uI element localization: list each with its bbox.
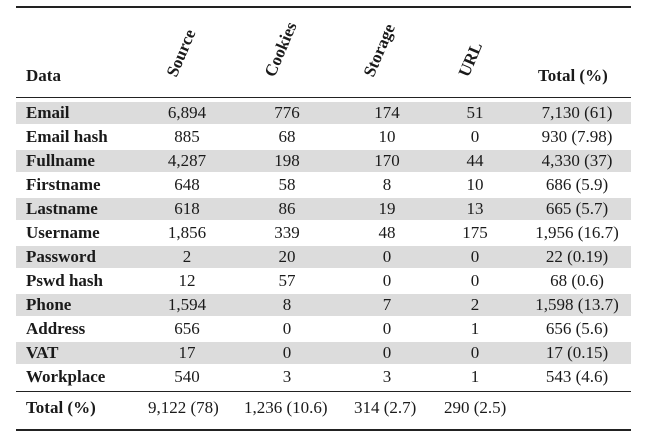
row-label: Email: [26, 103, 70, 122]
row-label: Workplace: [26, 367, 106, 386]
row-stripe: [16, 342, 631, 364]
row-stripe: [16, 198, 631, 220]
cell-cookies: 198: [274, 151, 300, 170]
cell-storage: 0: [382, 343, 392, 362]
cell-storage: 174: [374, 103, 400, 122]
cell-url: 13: [466, 199, 484, 218]
cell-storage: 170: [374, 151, 400, 170]
cell-cookies: 3: [282, 367, 292, 386]
cell-source: 4,287: [167, 151, 207, 170]
row-label: Fullname: [26, 151, 95, 170]
cell-source: 656: [174, 319, 200, 338]
row-label: Phone: [26, 295, 72, 314]
header-cookies: Cookies: [260, 19, 301, 80]
bottom-rule: [16, 429, 631, 431]
cell-cookies: 0: [282, 319, 292, 338]
cell-total: 22 (0.19): [545, 247, 609, 266]
row-stripe: [16, 246, 631, 268]
cell-total: 68 (0.6): [550, 271, 604, 290]
cell-source: 885: [174, 127, 200, 146]
row-label: Pswd hash: [26, 271, 104, 290]
footer-storage: 314 (2.7): [354, 398, 417, 417]
cell-total: 7,130 (61): [541, 103, 613, 122]
cell-url: 175: [462, 223, 488, 242]
cell-total: 17 (0.15): [545, 343, 609, 362]
cell-source: 540: [174, 367, 200, 386]
header-total: Total (%): [538, 66, 608, 85]
cell-source: 618: [174, 199, 200, 218]
cell-cookies: 0: [282, 343, 292, 362]
row-label: Lastname: [26, 199, 98, 218]
cell-source: 1,856: [167, 223, 207, 242]
header-storage: Storage: [359, 20, 399, 80]
row-label: Firstname: [26, 175, 101, 194]
row-label: Password: [26, 247, 96, 266]
cell-url: 0: [470, 343, 480, 362]
cell-url: 1: [470, 367, 480, 386]
row-label: Address: [26, 319, 86, 338]
cell-storage: 48: [378, 223, 396, 242]
cell-url: 51: [466, 103, 484, 122]
cell-storage: 0: [382, 247, 392, 266]
header-source: Source: [162, 26, 200, 80]
row-label: Username: [26, 223, 100, 242]
cell-storage: 7: [382, 295, 392, 314]
header-url: URL: [454, 39, 487, 80]
cell-url: 0: [470, 127, 480, 146]
footer-url: 290 (2.5): [444, 398, 507, 417]
cell-total: 543 (4.6): [545, 367, 609, 386]
cell-total: 656 (5.6): [545, 319, 609, 338]
cell-url: 0: [470, 271, 480, 290]
cell-cookies: 68: [278, 127, 296, 146]
cell-source: 2: [182, 247, 192, 266]
cell-storage: 10: [378, 127, 396, 146]
cell-total: 4,330 (37): [541, 151, 613, 170]
cell-cookies: 339: [274, 223, 300, 242]
row-label: Email hash: [26, 127, 108, 146]
cell-cookies: 58: [278, 175, 296, 194]
header-data: Data: [26, 66, 61, 85]
top-rule: [16, 6, 631, 8]
cell-url: 44: [466, 151, 484, 170]
cell-source: 12: [178, 271, 196, 290]
row-label: VAT: [26, 343, 59, 362]
cell-cookies: 8: [282, 295, 292, 314]
cell-storage: 3: [382, 367, 392, 386]
cell-cookies: 776: [274, 103, 300, 122]
cell-cookies: 57: [278, 271, 296, 290]
row-stripe: [16, 294, 631, 316]
cell-url: 0: [470, 247, 480, 266]
footer-rule: [16, 391, 631, 392]
cell-url: 2: [470, 295, 480, 314]
cell-cookies: 86: [278, 199, 296, 218]
row-stripe: [16, 150, 631, 172]
cell-storage: 19: [378, 199, 396, 218]
footer-label: Total (%): [26, 398, 96, 417]
cell-source: 1,594: [167, 295, 207, 314]
cell-total: 930 (7.98): [541, 127, 613, 146]
cell-url: 1: [470, 319, 480, 338]
cell-total: 686 (5.9): [545, 175, 609, 194]
row-stripe: [16, 102, 631, 124]
cell-total: 665 (5.7): [545, 199, 609, 218]
cell-storage: 8: [382, 175, 392, 194]
cell-total: 1,598 (13.7): [535, 295, 619, 314]
cell-cookies: 20: [278, 247, 296, 266]
cell-storage: 0: [382, 271, 392, 290]
footer-cookies: 1,236 (10.6): [244, 398, 328, 417]
footer-source: 9,122 (78): [148, 398, 219, 417]
header-rule: [16, 97, 631, 98]
cell-source: 648: [174, 175, 200, 194]
cell-storage: 0: [382, 319, 392, 338]
cell-source: 6,894: [167, 103, 207, 122]
cell-url: 10: [466, 175, 484, 194]
cell-source: 17: [178, 343, 196, 362]
cell-total: 1,956 (16.7): [535, 223, 619, 242]
